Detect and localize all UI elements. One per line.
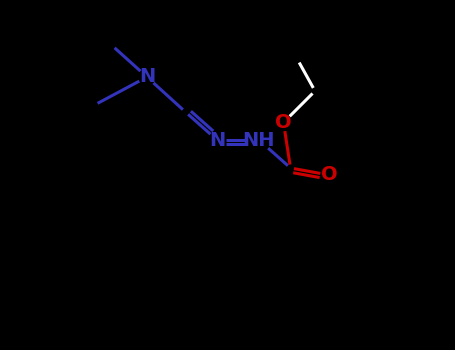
Text: O: O — [321, 166, 337, 184]
Text: N: N — [209, 131, 225, 149]
Text: O: O — [275, 113, 292, 132]
Text: N: N — [139, 68, 155, 86]
Text: NH: NH — [243, 131, 275, 149]
